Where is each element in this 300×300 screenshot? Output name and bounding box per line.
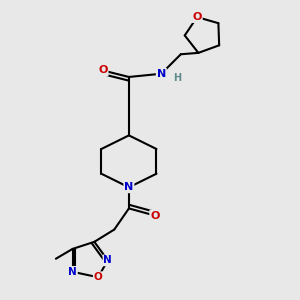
Text: O: O (94, 272, 102, 282)
Text: N: N (124, 182, 134, 192)
Text: N: N (157, 69, 166, 79)
Text: O: O (150, 211, 160, 220)
Text: N: N (68, 267, 77, 277)
Text: H: H (173, 73, 181, 82)
Text: O: O (192, 12, 202, 22)
Text: N: N (103, 255, 112, 266)
Text: O: O (98, 65, 108, 76)
